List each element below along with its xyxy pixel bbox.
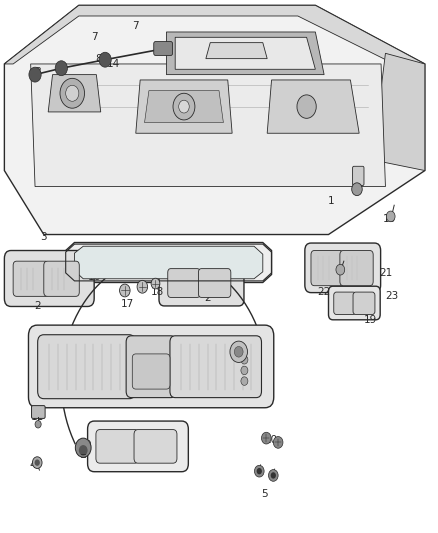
Polygon shape xyxy=(175,37,315,69)
FancyBboxPatch shape xyxy=(132,354,170,389)
Text: 17: 17 xyxy=(120,299,134,309)
Circle shape xyxy=(173,93,195,120)
Circle shape xyxy=(137,280,148,293)
Circle shape xyxy=(66,85,79,101)
FancyBboxPatch shape xyxy=(198,269,231,297)
Polygon shape xyxy=(74,246,263,279)
Circle shape xyxy=(352,183,362,196)
Circle shape xyxy=(120,284,130,297)
Circle shape xyxy=(179,100,189,113)
Text: 10: 10 xyxy=(265,435,278,445)
Circle shape xyxy=(99,52,111,67)
Text: 12: 12 xyxy=(230,270,243,279)
FancyBboxPatch shape xyxy=(38,335,135,399)
FancyBboxPatch shape xyxy=(44,261,79,296)
Polygon shape xyxy=(4,5,425,64)
Circle shape xyxy=(273,437,283,448)
Polygon shape xyxy=(372,53,425,171)
FancyBboxPatch shape xyxy=(168,269,200,297)
Polygon shape xyxy=(136,80,232,133)
FancyBboxPatch shape xyxy=(134,430,177,463)
Polygon shape xyxy=(66,243,272,282)
FancyBboxPatch shape xyxy=(305,243,381,293)
Circle shape xyxy=(230,341,247,362)
Polygon shape xyxy=(206,43,267,59)
Text: 19: 19 xyxy=(364,315,377,325)
Circle shape xyxy=(55,61,67,76)
Circle shape xyxy=(386,211,395,222)
FancyBboxPatch shape xyxy=(32,406,45,418)
FancyBboxPatch shape xyxy=(126,336,176,398)
Text: 6: 6 xyxy=(334,261,341,270)
Text: 7: 7 xyxy=(91,33,98,42)
Polygon shape xyxy=(48,75,101,112)
Text: 2: 2 xyxy=(205,294,212,303)
Circle shape xyxy=(261,432,271,444)
Text: 15: 15 xyxy=(160,46,173,55)
Circle shape xyxy=(297,95,316,118)
Text: 4: 4 xyxy=(29,460,36,470)
Circle shape xyxy=(257,468,262,474)
Text: 7: 7 xyxy=(132,21,139,30)
Text: 13: 13 xyxy=(383,214,396,223)
Text: 11: 11 xyxy=(31,412,44,422)
Circle shape xyxy=(254,465,264,477)
FancyBboxPatch shape xyxy=(311,251,343,286)
FancyBboxPatch shape xyxy=(170,336,261,398)
Text: 18: 18 xyxy=(151,287,164,296)
Circle shape xyxy=(268,470,278,481)
Polygon shape xyxy=(145,91,223,123)
Circle shape xyxy=(79,445,88,456)
Circle shape xyxy=(241,366,248,375)
Text: 22: 22 xyxy=(318,287,331,297)
FancyBboxPatch shape xyxy=(154,42,173,55)
Text: 1: 1 xyxy=(327,197,334,206)
Polygon shape xyxy=(4,5,425,235)
FancyBboxPatch shape xyxy=(88,421,188,472)
FancyBboxPatch shape xyxy=(96,430,139,463)
Text: 14: 14 xyxy=(107,59,120,69)
Text: 21: 21 xyxy=(379,269,392,278)
FancyBboxPatch shape xyxy=(4,251,94,306)
Circle shape xyxy=(234,346,243,357)
Text: 23: 23 xyxy=(385,291,399,301)
Circle shape xyxy=(151,278,160,289)
Circle shape xyxy=(75,438,91,457)
FancyBboxPatch shape xyxy=(28,325,274,408)
FancyBboxPatch shape xyxy=(334,292,356,314)
FancyBboxPatch shape xyxy=(13,261,49,296)
Circle shape xyxy=(35,421,41,428)
Text: 5: 5 xyxy=(261,489,268,499)
FancyBboxPatch shape xyxy=(353,292,375,314)
Circle shape xyxy=(241,377,248,385)
Circle shape xyxy=(35,459,40,466)
Text: 8: 8 xyxy=(95,54,102,63)
Circle shape xyxy=(271,472,276,479)
Text: 3: 3 xyxy=(40,232,47,242)
Circle shape xyxy=(29,67,41,82)
Text: 16: 16 xyxy=(88,272,101,282)
Circle shape xyxy=(60,78,85,108)
Text: 9: 9 xyxy=(84,440,91,450)
Text: 8: 8 xyxy=(34,67,41,77)
Circle shape xyxy=(241,356,248,364)
Circle shape xyxy=(336,264,345,275)
FancyBboxPatch shape xyxy=(340,251,373,286)
FancyBboxPatch shape xyxy=(328,286,380,320)
Circle shape xyxy=(32,457,42,469)
Polygon shape xyxy=(31,64,385,187)
Text: 2: 2 xyxy=(34,302,41,311)
Polygon shape xyxy=(267,80,359,133)
FancyBboxPatch shape xyxy=(159,261,244,306)
Polygon shape xyxy=(166,32,324,75)
FancyBboxPatch shape xyxy=(353,166,364,185)
